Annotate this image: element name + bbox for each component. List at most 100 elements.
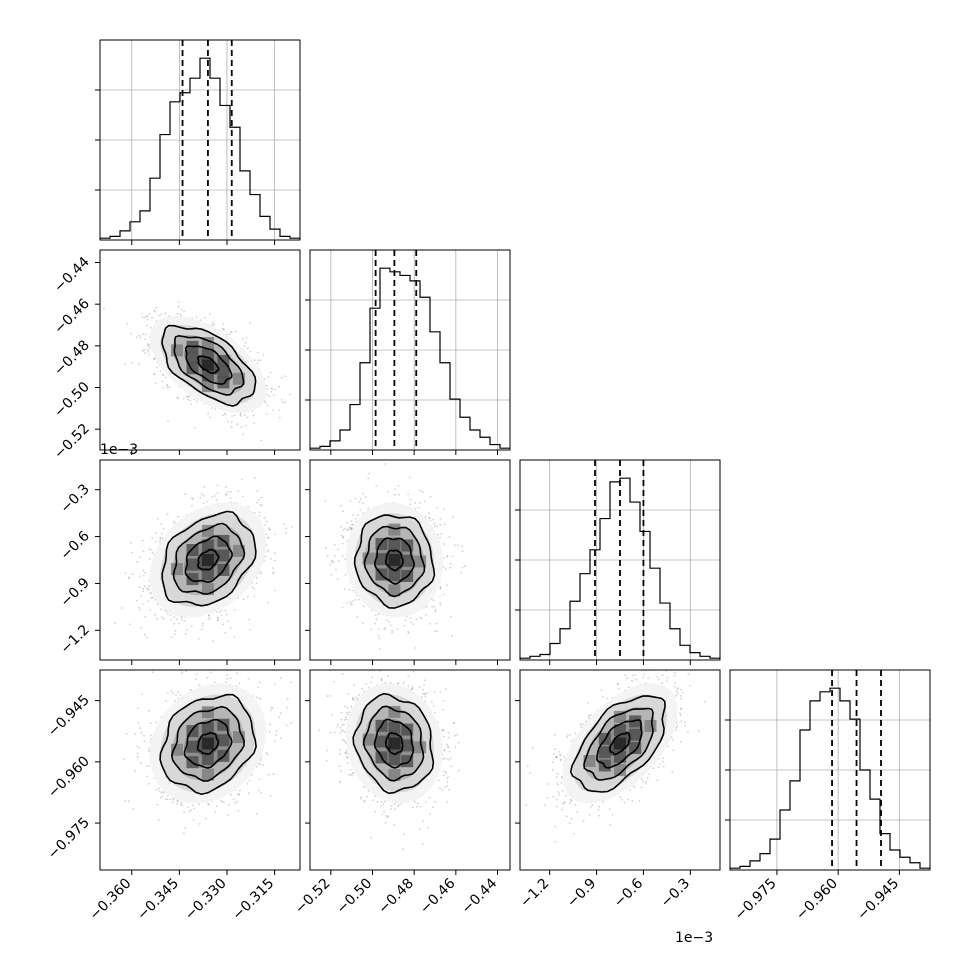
scatter-point [160, 792, 163, 794]
scatter-point [433, 525, 436, 528]
scatter-panel-3-1: −1.2 −0.9 −0.6 −0.3 [57, 459, 301, 665]
scatter-point [136, 560, 138, 563]
scatter-point [419, 502, 421, 504]
scatter-point [433, 711, 436, 714]
scatter-point [332, 561, 335, 564]
scatter-point [394, 493, 396, 496]
scatter-point [393, 808, 396, 811]
scatter-point [155, 306, 158, 309]
panel-body [123, 670, 292, 835]
scatter-point [223, 328, 226, 331]
scatter-point [598, 805, 601, 808]
scatter-point [153, 372, 156, 375]
scatter-point [402, 848, 405, 851]
scatter-point [254, 359, 256, 362]
scatter-point [342, 730, 344, 732]
scatter-point [648, 773, 650, 775]
scatter-point [342, 529, 345, 531]
scatter-point [212, 323, 215, 326]
scatter-point [374, 614, 377, 616]
scatter-point [364, 496, 367, 498]
scatter-point [393, 803, 396, 805]
scatter-point [253, 476, 256, 479]
scatter-point [202, 622, 204, 625]
scatter-point [255, 576, 258, 579]
scatter-point [350, 774, 352, 776]
scatter-point [666, 745, 669, 748]
scatter-point [415, 618, 418, 621]
scatter-point [377, 613, 380, 615]
scatter-point [278, 716, 281, 719]
scatter-point [149, 609, 152, 611]
scatter-point [359, 498, 362, 501]
scatter-point [230, 793, 232, 796]
scatter-point [247, 677, 250, 680]
scatter-point [203, 495, 205, 497]
contour-line [172, 522, 246, 595]
scatter-point [140, 731, 143, 734]
scatter-point [676, 688, 679, 690]
scatter-point [342, 738, 345, 741]
scatter-point [448, 535, 451, 538]
panel-body [114, 476, 293, 643]
scatter-point [275, 730, 278, 732]
scatter-point [439, 587, 442, 590]
scatter-point [659, 763, 662, 765]
scatter-point [374, 622, 377, 625]
scatter-point [429, 496, 432, 498]
scatter-point [397, 804, 400, 807]
scatter-point [258, 697, 260, 700]
scatter-point [146, 587, 149, 590]
scatter-point [601, 695, 604, 698]
scatter-point [103, 307, 105, 310]
scatter-point [333, 731, 336, 734]
scatter-point [359, 797, 362, 800]
contour-line [159, 693, 257, 796]
scatter-point [285, 527, 288, 530]
scatter-point [136, 752, 139, 755]
scatter-point [342, 510, 344, 513]
density-cell [629, 728, 642, 741]
scatter-point [237, 793, 239, 795]
scatter-point [247, 347, 249, 350]
x-tick-label: −0.360 [87, 876, 135, 924]
scatter-point [141, 316, 144, 318]
scatter-point [635, 678, 638, 681]
scatter-point [177, 305, 180, 308]
scatter-point [354, 498, 357, 500]
scatter-point [175, 618, 178, 621]
contour-line [161, 510, 257, 607]
scatter-point [138, 575, 141, 577]
contour-line [197, 355, 220, 374]
scatter-point [170, 636, 173, 639]
x-tick-label: −0.52 [292, 876, 334, 918]
scatter-point [173, 521, 176, 524]
scatter-point [156, 603, 159, 606]
scatter-point [340, 534, 343, 537]
scatter-point [318, 729, 321, 732]
scatter-point [352, 589, 355, 592]
scatter-point [446, 745, 449, 747]
scatter-point [142, 574, 145, 577]
scatter-point [443, 729, 445, 731]
y-offset-label: 1e−3 [100, 442, 138, 458]
scatter-point [424, 679, 426, 682]
scatter-point [679, 714, 682, 717]
contour-line [161, 324, 257, 407]
scatter-point [130, 332, 132, 335]
scatter-point [341, 606, 344, 609]
density-cell [201, 568, 214, 581]
scatter-point [214, 408, 216, 411]
scatter-point [163, 617, 165, 620]
scatter-point [362, 492, 364, 495]
scatter-point [233, 636, 236, 638]
x-tick-label: −0.48 [375, 876, 417, 918]
scatter-point [216, 619, 219, 622]
scatter-point [383, 810, 385, 813]
scatter-point [386, 816, 389, 818]
scatter-point [274, 683, 277, 686]
scatter-point [153, 357, 156, 360]
scatter-point [148, 558, 151, 560]
scatter-point [589, 805, 592, 808]
scatter-point [256, 501, 258, 504]
